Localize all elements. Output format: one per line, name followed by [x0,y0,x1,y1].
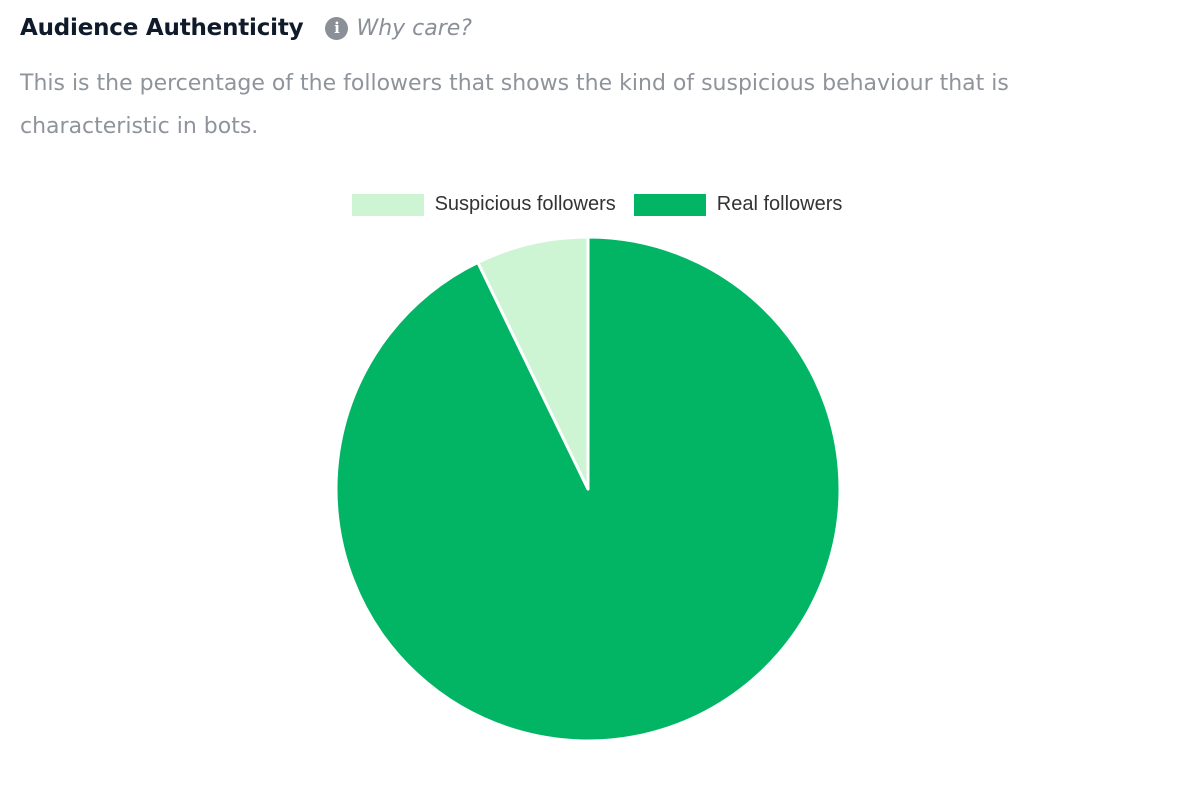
section-title: Audience Authenticity [20,15,304,41]
section-header: Audience Authenticity i Why care? [20,10,472,46]
legend-label-real[interactable]: Real followers [716,193,843,215]
chart-legend: Suspicious followers Real followers [0,193,1194,216]
pie-slice-suspicious[interactable] [476,235,590,491]
section-description: This is the percentage of the followers … [20,71,1009,139]
legend-swatch-suspicious [351,193,424,216]
info-icon[interactable]: i [325,16,349,40]
legend-item-real[interactable]: Real followers [633,193,843,216]
legend-swatch-real [633,193,706,216]
legend-item-suspicious[interactable]: Suspicious followers [351,193,616,216]
legend-label-suspicious[interactable]: Suspicious followers [434,193,616,215]
why-care-link[interactable]: i Why care? [325,16,472,41]
why-care-label[interactable]: Why care? [356,15,472,41]
